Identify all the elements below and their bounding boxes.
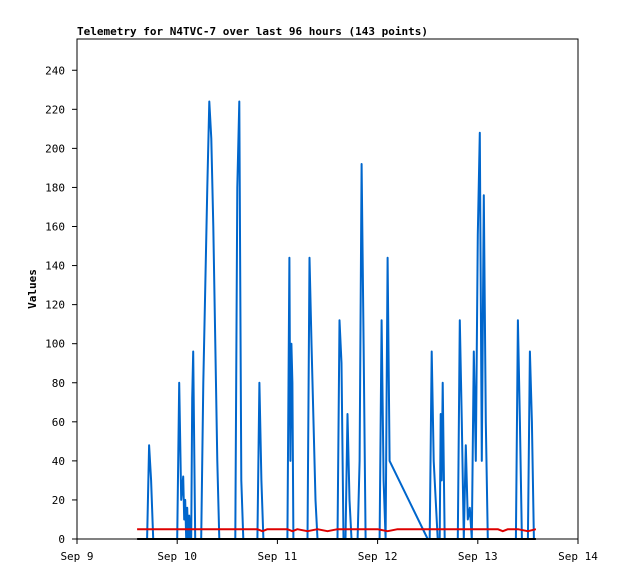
x-tick-label: Sep 9 [60, 550, 93, 563]
y-tick-label: 120 [45, 299, 65, 312]
y-axis-label: Values [26, 269, 39, 309]
y-tick-label: 140 [45, 260, 65, 273]
y-tick-label: 220 [45, 103, 65, 116]
x-tick-label: Sep 10 [157, 550, 197, 563]
plot-frame [76, 38, 579, 540]
series-layer [137, 100, 537, 540]
y-tick-label: 0 [58, 533, 65, 546]
x-tick-label: Sep 11 [258, 550, 298, 563]
x-tick-label: Sep 14 [558, 550, 598, 563]
y-tick-label: 240 [45, 64, 65, 77]
y-tick-label: 100 [45, 338, 65, 351]
y-tick-label: 40 [52, 455, 65, 468]
chart-title: Telemetry for N4TVC-7 over last 96 hours… [77, 25, 428, 38]
y-tick-label: 20 [52, 494, 65, 507]
y-tick-label: 80 [52, 377, 65, 390]
y-tick-label: 180 [45, 181, 65, 194]
y-tick-label: 160 [45, 221, 65, 234]
y-tick-label: 200 [45, 142, 65, 155]
x-tick-label: Sep 12 [358, 550, 398, 563]
series-line-2 [137, 528, 537, 533]
y-axis-ticks: 0 20 40 60 80 100 120 140 160 180 200 220 240 [45, 64, 77, 546]
x-tick-label: Sep 13 [458, 550, 498, 563]
series-line-1 [146, 100, 535, 540]
x-axis-ticks: Sep 9 Sep 10 Sep 11 Sep 12 Sep 13 Sep 14 [60, 539, 598, 563]
y-tick-label: 60 [52, 416, 65, 429]
